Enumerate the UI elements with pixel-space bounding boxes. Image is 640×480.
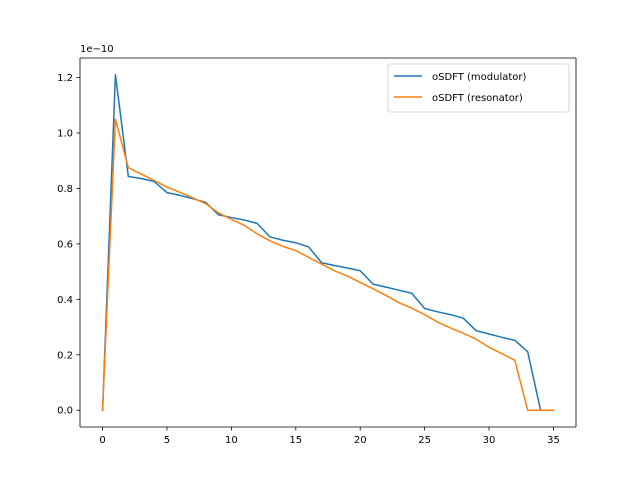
legend-box — [387, 63, 570, 113]
legend-label-2: oSDFT (resonator) — [432, 93, 523, 104]
x-tick-label: 10 — [225, 435, 238, 446]
x-tick-label: 25 — [418, 435, 431, 446]
y-tick-label: 0.0 — [57, 406, 73, 417]
x-tick-label: 30 — [483, 435, 496, 446]
plot-background — [80, 58, 576, 427]
y-tick-label: 0.8 — [57, 184, 73, 195]
y-tick-label: 0.4 — [57, 295, 73, 306]
y-tick-label: 1.2 — [57, 73, 73, 84]
y-offset-label: 1e−10 — [80, 44, 114, 55]
series-line-1 — [101, 74, 555, 412]
x-tick-label: 35 — [547, 435, 560, 446]
x-tick-label: 15 — [289, 435, 302, 446]
x-tick-label: 0 — [99, 435, 105, 446]
plot-area — [80, 58, 576, 427]
series-group — [101, 74, 555, 412]
x-tick-label: 5 — [164, 435, 170, 446]
legend: oSDFT (modulator) oSDFT (resonator) — [387, 63, 570, 113]
legend-label-1: oSDFT (modulator) — [432, 72, 527, 83]
axes-group: 0 5 10 15 20 25 30 35 0.0 0.2 0.4 0.6 0.8 1.0 1.2 — [57, 57, 577, 446]
y-tick-label: 0.6 — [57, 239, 73, 250]
y-tick-label: 0.2 — [57, 350, 73, 361]
x-tick-label: 20 — [354, 435, 367, 446]
y-tick-label: 1.0 — [57, 128, 73, 139]
series-line-2 — [101, 118, 555, 412]
